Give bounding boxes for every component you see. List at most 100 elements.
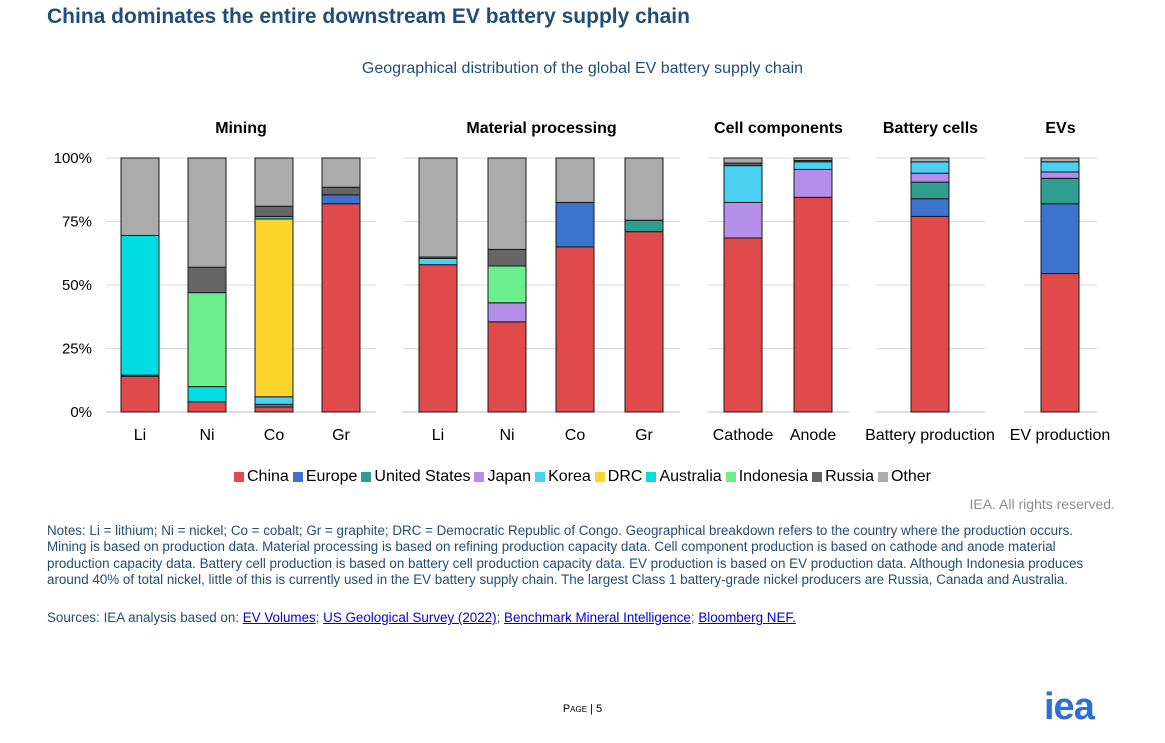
legend-item: DRC <box>594 468 642 486</box>
bar-segment <box>1040 273 1080 413</box>
bar-segment <box>910 172 950 183</box>
legend-swatch <box>877 472 888 482</box>
bar-segment <box>793 161 833 170</box>
bar-segment <box>418 264 458 413</box>
legend-swatch <box>594 472 605 482</box>
legend-swatch <box>234 472 244 482</box>
bar-segment <box>321 157 361 188</box>
bar-segment <box>187 292 227 388</box>
legend-item: Russia <box>812 468 874 486</box>
sources-line: Sources: IEA analysis based on: EV Volum… <box>47 610 796 625</box>
bar-segment <box>910 215 950 413</box>
bar-segment <box>321 194 361 205</box>
bar-segment <box>723 165 763 203</box>
source-separator: ; <box>496 610 505 625</box>
group-title: Material processing <box>466 120 616 137</box>
y-tick-label: 100% <box>54 150 92 167</box>
legend-label: United States <box>374 468 471 485</box>
source-link[interactable]: EV Volumes <box>242 610 316 625</box>
bar-segment <box>624 231 664 413</box>
rights-notice: IEA. All rights reserved. <box>969 496 1115 512</box>
x-tick-label: Ni <box>199 427 214 444</box>
bar-segment <box>793 196 833 413</box>
bar-segment <box>254 406 294 413</box>
group-title: Battery cells <box>883 120 978 137</box>
page-label: Page <box>562 703 588 715</box>
legend-item: United States <box>361 468 470 486</box>
source-link[interactable]: Bloomberg NEF. <box>698 610 796 625</box>
bar-segment <box>418 157 458 258</box>
bar-segment <box>187 157 227 268</box>
bar-segment <box>487 302 527 323</box>
legend-label: Russia <box>825 468 874 485</box>
legend-swatch <box>725 472 736 482</box>
bar-segment <box>723 157 763 164</box>
stacked-bar-chart: 0% 25% 50% 75% 100% Mining Li Ni Co Gr Material pr… <box>54 120 1111 444</box>
bar-segment <box>254 205 294 217</box>
legend-item: Other <box>877 468 931 486</box>
legend-label: Japan <box>487 468 532 485</box>
y-tick-label: 75% <box>62 214 92 231</box>
legend-label: Australia <box>659 468 722 485</box>
page-title: China dominates the entire downstream EV… <box>47 5 690 28</box>
bar-segment <box>910 181 950 200</box>
bar-segment <box>187 386 227 403</box>
bar-segment <box>487 321 527 413</box>
chart-subtitle: Geographical distribution of the global … <box>361 60 804 77</box>
legend-item: Australia <box>646 468 722 486</box>
bar-segment <box>793 157 833 162</box>
group-title: EVs <box>1045 120 1075 137</box>
bar-segment <box>120 234 160 376</box>
bar-segment <box>910 198 950 217</box>
source-separator: ; <box>690 610 699 625</box>
bar-segment <box>1040 203 1080 275</box>
x-tick-label: Li <box>134 427 146 444</box>
y-tick-label: 0% <box>70 404 92 421</box>
x-tick-label: EV production <box>1010 427 1111 444</box>
bar-segment <box>793 168 833 198</box>
x-tick-label: Co <box>565 427 586 444</box>
bar-segment <box>555 246 595 413</box>
bar-segment <box>487 265 527 304</box>
x-tick-label: Cathode <box>713 427 774 444</box>
bar-segment <box>1040 161 1080 173</box>
legend-swatch <box>646 472 657 482</box>
bar-segment <box>487 248 527 267</box>
bar-segment <box>254 218 294 398</box>
bar-segment <box>254 157 294 207</box>
legend-swatch <box>361 472 372 482</box>
legend-item: Japan <box>474 468 531 486</box>
legend-label: China <box>247 468 289 485</box>
legend-swatch <box>535 472 546 482</box>
sources-prefix: Sources: IEA analysis based on: <box>47 610 243 625</box>
legend-swatch <box>474 472 485 482</box>
bar-segment <box>187 266 227 294</box>
bar-segment <box>120 375 160 413</box>
group-title: Cell components <box>714 120 843 137</box>
source-link[interactable]: Benchmark Mineral Intelligence <box>504 610 691 625</box>
source-link[interactable]: US Geological Survey (2022) <box>323 610 497 625</box>
legend-swatch <box>812 472 823 482</box>
legend-label: Indonesia <box>738 468 809 485</box>
bar-segment <box>555 157 595 203</box>
bar-segment <box>555 201 595 248</box>
notes-text: Notes: Li = lithium; Ni = nickel; Co = c… <box>47 523 1084 587</box>
bar-segment <box>321 186 361 196</box>
y-tick-label: 25% <box>62 341 92 358</box>
source-separator: ; <box>315 610 324 625</box>
bar-segment <box>187 401 227 413</box>
bar-segment <box>321 203 361 413</box>
bar-segment <box>120 157 160 236</box>
x-tick-label: Co <box>264 427 285 444</box>
x-tick-label: Battery production <box>865 427 995 444</box>
bar-segment <box>1040 171 1080 179</box>
bar-segment <box>910 161 950 174</box>
page-number-value: 5 <box>596 703 603 715</box>
bar-segment <box>1040 157 1080 163</box>
chart-legend: China Europe United States Japan Korea DRC Aus… <box>0 468 1165 486</box>
page-number: Page | 5 <box>562 703 603 715</box>
legend-item: Korea <box>535 468 591 486</box>
legend-item: Europe <box>292 468 357 486</box>
legend-label: Other <box>890 468 931 485</box>
bar-segment <box>624 157 664 221</box>
